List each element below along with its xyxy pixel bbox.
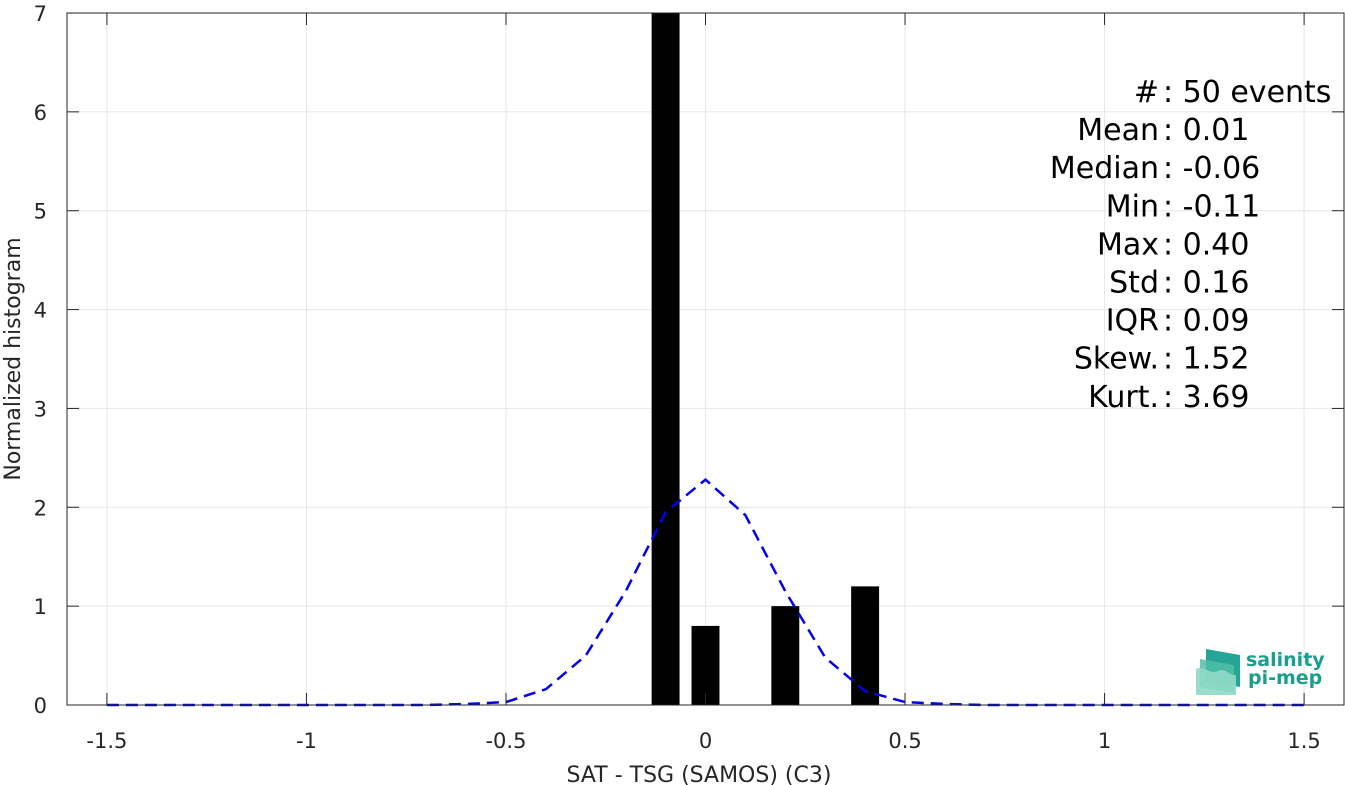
stat-label: Kurt. (1088, 380, 1159, 415)
stat-label: Std (1109, 266, 1159, 301)
logo-line2: pi-mep (1248, 667, 1322, 689)
y-tick-label: 3 (34, 397, 47, 421)
stat-label: Skew. (1074, 342, 1159, 377)
grid (67, 12, 1344, 706)
stat-value: : -0.11 (1163, 189, 1260, 224)
y-tick-label: 0 (34, 694, 47, 718)
histogram-bar (771, 606, 800, 705)
stat-value: : 0.16 (1163, 266, 1249, 301)
stat-label: Mean (1077, 113, 1159, 148)
x-axis-label: SAT - TSG (SAMOS) (C3) (567, 763, 832, 785)
y-tick-label: 7 (34, 2, 47, 26)
histogram-bars (651, 13, 880, 705)
histogram-bar (691, 625, 720, 705)
stat-label: Max (1097, 227, 1159, 262)
x-tick-label: -1 (296, 729, 317, 753)
logo-mark-icon (1196, 649, 1240, 695)
y-axis-label: Normalized histogram (1, 237, 26, 480)
logo-line1: salinity (1246, 649, 1325, 671)
tick-labels: -1.5 -1 -0.5 0 0.5 1 1.5 0 1 2 3 4 5 6 7 (34, 2, 1321, 753)
y-tick-label: 2 (34, 496, 47, 520)
y-tick-label: 4 (34, 299, 47, 323)
stat-value: : 0.01 (1163, 113, 1249, 148)
stat-value: : 3.69 (1163, 380, 1249, 415)
y-tick-label: 1 (34, 595, 47, 619)
stat-value: : 0.40 (1163, 227, 1249, 262)
stat-value: : 1.52 (1163, 342, 1249, 377)
axes (66, 12, 1345, 706)
x-tick-label: 1 (1098, 729, 1111, 753)
stat-label: # (1134, 75, 1159, 110)
x-tick-label: -0.5 (485, 729, 526, 753)
x-tick-label: 0.5 (888, 729, 921, 753)
x-tick-label: 1.5 (1287, 729, 1320, 753)
salinity-pi-mep-logo: salinity pi-mep (1196, 649, 1325, 695)
stat-label: Median (1050, 151, 1159, 186)
y-tick-label: 6 (34, 101, 47, 125)
stat-value: : 0.09 (1163, 304, 1249, 339)
y-tick-label: 5 (34, 200, 47, 224)
stat-value: : -0.06 (1163, 151, 1260, 186)
stat-label: IQR (1106, 304, 1159, 339)
histogram-bar (651, 13, 680, 705)
histogram-bar (851, 586, 880, 705)
stat-label: Min (1106, 189, 1159, 224)
x-tick-label: 0 (699, 729, 712, 753)
x-tick-label: -1.5 (86, 729, 127, 753)
stat-value: : 50 events (1163, 75, 1331, 110)
